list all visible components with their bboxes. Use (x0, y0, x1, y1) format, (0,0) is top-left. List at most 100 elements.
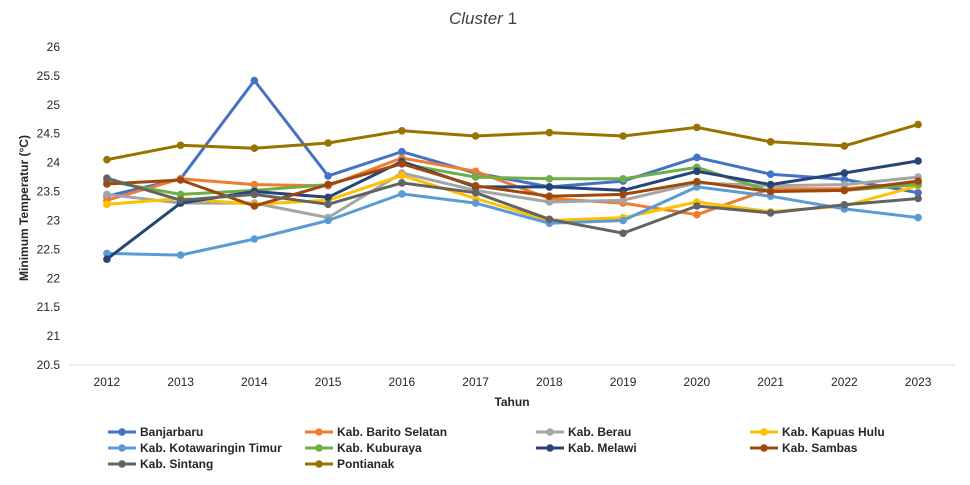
data-point (693, 167, 701, 176)
data-point (840, 186, 849, 195)
legend-item: Kab. Kapuas Hulu (750, 425, 885, 439)
series-line (105, 123, 920, 162)
series-kab-sambas (103, 160, 922, 210)
y-tick-label: 24 (47, 156, 61, 170)
data-point (914, 120, 922, 129)
data-point (103, 174, 111, 182)
data-point (545, 128, 554, 137)
data-point (914, 177, 922, 185)
series-line (105, 159, 920, 261)
x-tick-label: 2013 (167, 375, 194, 389)
data-point (398, 171, 406, 180)
y-tick-label: 25 (47, 98, 61, 112)
data-point (840, 175, 849, 184)
data-point (398, 160, 406, 168)
x-tick-label: 2018 (536, 375, 563, 389)
data-point (693, 210, 701, 219)
legend-item: Banjarbaru (108, 425, 203, 439)
legend-swatch-marker (315, 444, 323, 452)
y-tick-label: 20.5 (37, 358, 61, 372)
data-point (840, 201, 849, 209)
data-point (324, 193, 332, 202)
legend-swatch-marker (118, 444, 126, 452)
legend-label: Kab. Melawi (568, 441, 637, 455)
data-point (545, 198, 554, 206)
legend-label: Kab. Sintang (140, 457, 213, 471)
series-line (105, 162, 920, 208)
data-point (471, 188, 480, 197)
x-tick-label: 2012 (94, 375, 121, 389)
x-axis-label: Tahun (494, 395, 529, 409)
legend-swatch-marker (118, 460, 126, 468)
data-point (324, 200, 332, 209)
series-group (103, 76, 922, 263)
y-tick-label: 21.5 (37, 300, 61, 314)
legend-swatch-marker (118, 428, 126, 436)
x-tick-label: 2019 (610, 375, 637, 389)
data-point (398, 147, 406, 156)
data-point (766, 170, 775, 178)
x-tick-label: 2017 (462, 375, 489, 389)
data-point (545, 183, 554, 191)
data-point (471, 182, 480, 190)
legend-swatch-marker (760, 444, 768, 452)
data-point (693, 177, 701, 186)
data-point (914, 194, 922, 203)
data-point (693, 202, 701, 210)
legend-item: Kab. Sintang (108, 457, 213, 471)
y-axis-label: Minimum Temperatur (°C) (17, 135, 31, 281)
legend-label: Kab. Barito Selatan (337, 425, 447, 439)
x-tick-label: 2014 (241, 375, 268, 389)
y-tick-label: 23 (47, 213, 61, 227)
data-point (324, 216, 332, 225)
data-point (471, 173, 480, 181)
x-tick-label: 2020 (684, 375, 711, 389)
data-point (176, 176, 185, 184)
legend-label: Kab. Kotawaringin Timur (140, 441, 282, 455)
data-point (840, 180, 849, 189)
legend-swatch-marker (315, 460, 323, 468)
data-point (176, 196, 185, 204)
data-point (398, 127, 406, 135)
legend-label: Kab. Kapuas Hulu (782, 425, 885, 439)
data-point (914, 213, 922, 222)
data-point (176, 190, 185, 199)
y-tick-label: 24.5 (37, 127, 61, 141)
data-point (103, 155, 111, 164)
data-point (471, 132, 480, 140)
legend-swatch-marker (546, 444, 554, 452)
data-point (103, 255, 111, 263)
data-point (693, 153, 701, 162)
data-point (250, 144, 259, 152)
legend-label: Kab. Kuburaya (337, 441, 422, 455)
data-point (398, 190, 406, 198)
data-point (840, 142, 849, 150)
y-tick-label: 23.5 (37, 185, 61, 199)
series-line (105, 156, 920, 217)
legend-item: Kab. Berau (536, 425, 631, 439)
legend-item: Kab. Barito Selatan (305, 425, 447, 439)
legend-label: Banjarbaru (140, 425, 203, 439)
data-point (250, 235, 259, 243)
data-point (766, 209, 775, 217)
legend-label: Kab. Berau (568, 425, 631, 439)
data-point (103, 180, 111, 188)
data-point (471, 199, 480, 207)
series-kab-sintang (103, 174, 922, 237)
data-point (914, 188, 922, 197)
series-line (105, 176, 920, 235)
data-point (693, 123, 701, 132)
y-tick-label: 21 (47, 329, 61, 343)
data-point (250, 190, 259, 199)
data-point (250, 76, 259, 85)
data-point (766, 138, 775, 146)
legend-item: Kab. Kuburaya (305, 441, 422, 455)
legend-label: Pontianak (337, 457, 395, 471)
series-pontianak (103, 120, 922, 164)
x-tick-label: 2023 (905, 375, 932, 389)
data-point (103, 249, 111, 258)
x-tick-label: 2015 (315, 375, 342, 389)
legend-swatch-marker (760, 428, 768, 436)
